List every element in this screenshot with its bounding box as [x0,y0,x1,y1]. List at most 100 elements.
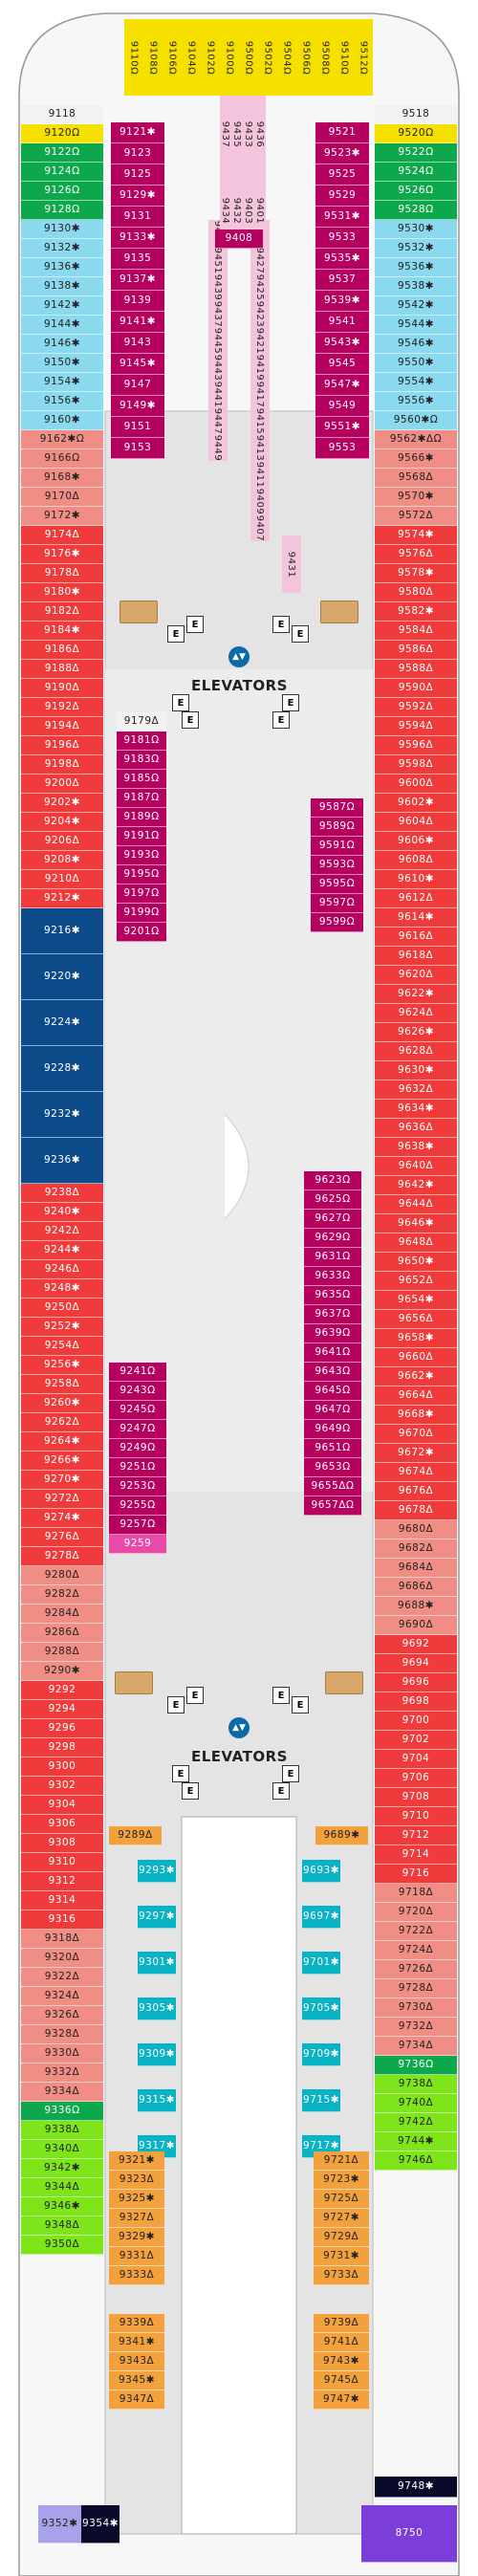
cabin-9668[interactable]: 9668✱ [375,1406,457,1425]
cabin-9344[interactable]: 9344Δ [21,2178,103,2197]
cabin-9631[interactable]: 9631Ω [304,1248,361,1267]
cabin-9635[interactable]: 9635Ω [304,1286,361,1305]
cabin-9746[interactable]: 9746Δ [375,2151,457,2171]
cabin-9245[interactable]: 9245Ω [109,1401,166,1420]
cabin-9241[interactable]: 9241Ω [109,1363,166,1382]
cabin-9742[interactable]: 9742Δ [375,2113,457,2132]
cabin-9644[interactable]: 9644Δ [375,1195,457,1214]
cabin-9447[interactable]: 9447 [208,407,228,434]
cabin-9701[interactable]: 9701✱ [302,1952,340,1975]
cabin-9651[interactable]: 9651Ω [304,1439,361,1458]
cabin-9728[interactable]: 9728Δ [375,1979,457,1998]
cabin-9331[interactable]: 9331Δ [109,2247,164,2266]
cabin-9690[interactable]: 9690Δ [375,1616,457,1635]
cabin-9674[interactable]: 9674Δ [375,1463,457,1482]
cabin-9614[interactable]: 9614✱ [375,908,457,928]
cabin-9595[interactable]: 9595Ω [311,875,363,894]
cabin-9320[interactable]: 9320Δ [21,1949,103,1968]
cabin-9354[interactable]: 9354✱ [81,2505,120,2543]
cabin-9604[interactable]: 9604Δ [375,813,457,832]
cabin-9305[interactable]: 9305✱ [138,1997,176,2020]
cabin-9312[interactable]: 9312 [21,1872,103,1891]
cabin-9130[interactable]: 9130✱ [21,220,103,239]
cabin-9441[interactable]: 9441 [208,381,228,407]
cabin-9702[interactable]: 9702 [375,1731,457,1750]
cabin-9425[interactable]: 9425 [250,273,270,300]
cabin-9191[interactable]: 9191Ω [117,827,166,846]
cabin-9343[interactable]: 9343Δ [109,2352,164,2371]
cabin-9512[interactable]: 9512Ω [354,19,373,96]
cabin-9589[interactable]: 9589Ω [311,818,363,837]
cabin-9236[interactable]: 9236✱ [21,1138,103,1184]
cabin-9697[interactable]: 9697✱ [302,1906,340,1929]
cabin-9132[interactable]: 9132✱ [21,239,103,258]
cabin-9296[interactable]: 9296 [21,1719,103,1738]
cabin-9136[interactable]: 9136✱ [21,258,103,277]
cabin-9128[interactable]: 9128Ω [21,201,103,220]
cabin-9591[interactable]: 9591Ω [311,837,363,856]
cabin-9597[interactable]: 9597Ω [311,894,363,913]
cabin-9306[interactable]: 9306 [21,1815,103,1834]
cabin-9599[interactable]: 9599Ω [311,913,363,932]
cabin-9288[interactable]: 9288Δ [21,1643,103,1662]
cabin-9145[interactable]: 9145✱ [111,354,164,375]
cabin-9212[interactable]: 9212✱ [21,889,103,908]
cabin-9688[interactable]: 9688✱ [375,1597,457,1616]
cabin-9185[interactable]: 9185Ω [117,770,166,789]
cabin-9186[interactable]: 9186Δ [21,641,103,660]
cabin-9110[interactable]: 9110Ω [124,19,143,96]
cabin-9634[interactable]: 9634✱ [375,1100,457,1119]
cabin-9682[interactable]: 9682Δ [375,1539,457,1559]
cabin-9246[interactable]: 9246Δ [21,1260,103,1279]
cabin-9658[interactable]: 9658✱ [375,1329,457,1348]
cabin-9535[interactable]: 9535✱ [315,249,369,270]
cabin-9108[interactable]: 9108Ω [143,19,163,96]
cabin-9339[interactable]: 9339Δ [109,2314,164,2333]
cabin-9654[interactable]: 9654✱ [375,1291,457,1310]
cabin-9329[interactable]: 9329✱ [109,2228,164,2247]
cabin-9726[interactable]: 9726Δ [375,1960,457,1979]
cabin-9150[interactable]: 9150✱ [21,354,103,373]
cabin-9740[interactable]: 9740Δ [375,2094,457,2113]
cabin-9680[interactable]: 9680Δ [375,1520,457,1539]
cabin-9732[interactable]: 9732Δ [375,2018,457,2037]
cabin-9216[interactable]: 9216✱ [21,908,103,954]
cabin-9602[interactable]: 9602✱ [375,794,457,813]
cabin-9550[interactable]: 9550✱ [375,354,457,373]
cabin-9147[interactable]: 9147 [111,375,164,396]
cabin-9640[interactable]: 9640Δ [375,1157,457,1176]
cabin-9252[interactable]: 9252✱ [21,1318,103,1337]
cabin-9710[interactable]: 9710 [375,1807,457,1826]
cabin-9698[interactable]: 9698 [375,1692,457,1712]
cabin-9182[interactable]: 9182Δ [21,602,103,622]
cabin-9676[interactable]: 9676Δ [375,1482,457,1501]
cabin-9734[interactable]: 9734Δ [375,2037,457,2056]
cabin-9657[interactable]: 9657ΔΩ [304,1496,361,1516]
cabin-9747[interactable]: 9747✱ [314,2390,369,2410]
cabin-9655[interactable]: 9655ΔΩ [304,1477,361,1496]
cabin-9437[interactable]: 9437 [208,300,228,327]
cabin-9280[interactable]: 9280Δ [21,1566,103,1585]
cabin-9643[interactable]: 9643Ω [304,1363,361,1382]
cabin-9431[interactable]: 9431 [282,535,301,593]
cabin-9198[interactable]: 9198Δ [21,755,103,775]
cabin-9720[interactable]: 9720Δ [375,1903,457,1922]
cabin-9347[interactable]: 9347Δ [109,2390,164,2410]
cabin-9437[interactable]: 9437 [220,96,231,172]
cabin-9551[interactable]: 9551✱ [315,417,369,438]
cabin-9276[interactable]: 9276Δ [21,1528,103,1547]
cabin-9290[interactable]: 9290✱ [21,1662,103,1681]
cabin-9521[interactable]: 9521 [315,122,369,143]
cabin-9547[interactable]: 9547✱ [315,375,369,396]
cabin-9278[interactable]: 9278Δ [21,1547,103,1566]
cabin-9324[interactable]: 9324Δ [21,1987,103,2006]
cabin-9576[interactable]: 9576Δ [375,545,457,564]
cabin-9523[interactable]: 9523✱ [315,143,369,164]
cabin-9156[interactable]: 9156✱ [21,392,103,411]
cabin-9445[interactable]: 9445 [208,327,228,354]
cabin-9304[interactable]: 9304 [21,1796,103,1815]
cabin-9627[interactable]: 9627Ω [304,1210,361,1229]
cabin-9316[interactable]: 9316 [21,1910,103,1930]
cabin-9725[interactable]: 9725Δ [314,2190,369,2209]
cabin-9118[interactable]: 9118 [21,105,103,124]
